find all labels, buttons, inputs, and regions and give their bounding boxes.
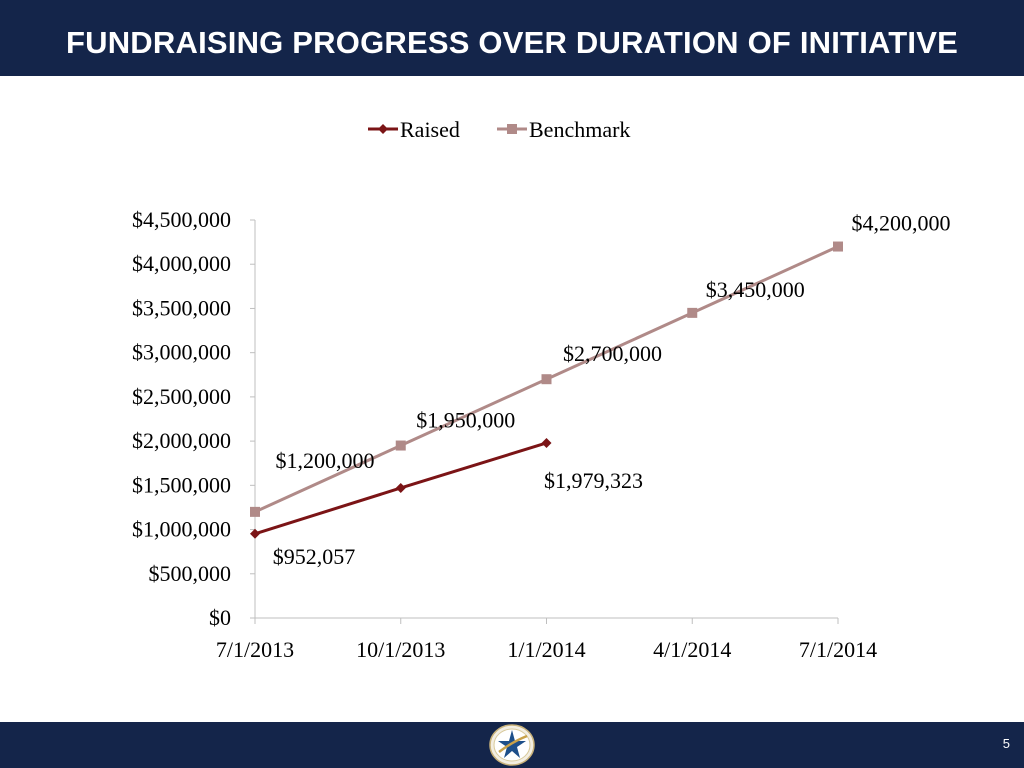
x-tick-label: 7/1/2013	[216, 637, 294, 662]
benchmark-data-label: $3,450,000	[706, 277, 805, 302]
chart-data-labels: $1,200,000 $1,950,000 $2,700,000 $3,450,000…	[273, 211, 951, 569]
benchmark-data-label: $1,950,000	[416, 408, 515, 433]
y-tick-label: $4,000,000	[132, 251, 231, 276]
y-tick-label: $500,000	[149, 561, 232, 586]
raised-point	[395, 482, 406, 493]
y-tick-label: $0	[209, 605, 231, 630]
y-tick-label: $2,000,000	[132, 428, 231, 453]
raised-data-label: $952,057	[273, 544, 356, 569]
raised-data-label: $1,979,323	[544, 468, 643, 493]
legend-marker-raised	[378, 124, 388, 134]
x-tick-label: 1/1/2014	[507, 637, 585, 662]
title-bar: FUNDRAISING PROGRESS OVER DURATION OF IN…	[0, 0, 1024, 76]
legend-label-benchmark: Benchmark	[529, 117, 630, 142]
benchmark-point	[687, 307, 698, 318]
benchmark-data-label: $4,200,000	[852, 211, 951, 236]
x-tick-label: 7/1/2014	[799, 637, 877, 662]
footer-bar: 5	[0, 722, 1024, 768]
raised-point	[541, 437, 552, 448]
benchmark-point	[250, 506, 260, 517]
raised-point	[250, 528, 260, 539]
slide-title: FUNDRAISING PROGRESS OVER DURATION OF IN…	[66, 25, 958, 60]
star-emblem-logo	[489, 724, 535, 766]
y-tick-label: $3,000,000	[132, 340, 231, 365]
y-tick-label: $1,500,000	[132, 472, 231, 497]
benchmark-point	[395, 440, 406, 451]
benchmark-point	[541, 374, 552, 385]
page-number: 5	[1002, 736, 1010, 751]
chart-legend: Raised Benchmark	[368, 117, 630, 142]
y-tick-label: $3,500,000	[132, 295, 231, 320]
y-tick-label: $4,500,000	[132, 207, 231, 232]
benchmark-point	[833, 241, 843, 252]
y-tick-label: $1,000,000	[132, 517, 231, 542]
y-tick-label: $2,500,000	[132, 384, 231, 409]
legend-label-raised: Raised	[400, 117, 460, 142]
benchmark-data-label: $2,700,000	[563, 341, 662, 366]
x-tick-label: 10/1/2013	[356, 637, 445, 662]
chart-axes: $0 $500,000 $1,000,000 $1,500,000 $2,000,000…	[132, 207, 877, 662]
x-tick-label: 4/1/2014	[653, 637, 731, 662]
legend-marker-benchmark	[507, 124, 517, 134]
benchmark-data-label: $1,200,000	[276, 448, 375, 473]
chart-series	[250, 241, 843, 539]
